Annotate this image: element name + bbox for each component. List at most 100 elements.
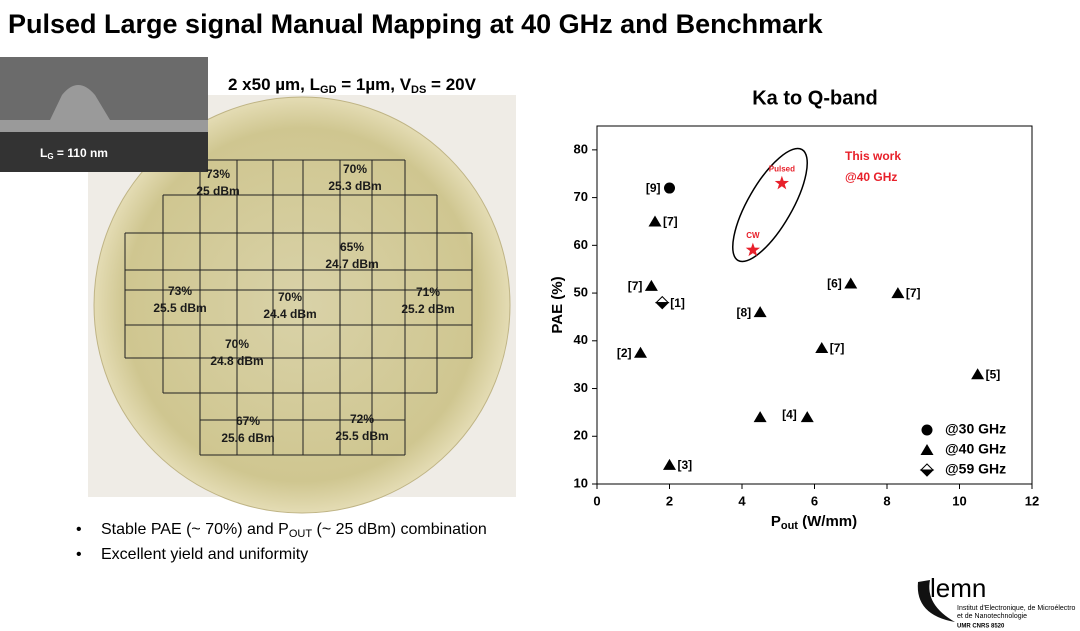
legend-marker [919, 463, 935, 477]
x-tick-label: 8 [883, 493, 890, 508]
wafer-pout: 25.5 dBm [335, 429, 388, 443]
data-point [891, 287, 905, 299]
point-label: [4] [782, 407, 797, 421]
sem-label-part: = 110 nm [54, 146, 108, 160]
sem-label-sub: G [47, 152, 53, 161]
logo-line: et de Nanotechnologie [957, 613, 1027, 620]
sem-label-part: L [40, 146, 47, 160]
logo-swoosh [917, 580, 955, 622]
device-part: = 20V [426, 75, 476, 94]
data-point [648, 215, 662, 227]
x-label-part: P [771, 513, 781, 530]
wafer-pae: 71% [416, 285, 440, 299]
legend-marker [920, 444, 934, 455]
data-point [753, 411, 767, 423]
logo-name: lemn [930, 573, 986, 603]
bullet-part: Excellent yield and uniformity [101, 546, 308, 563]
point-label: [2] [617, 346, 632, 360]
legend-label: @59 GHz [945, 461, 1006, 477]
wafer-pout: 25.2 dBm [401, 302, 454, 316]
data-point [800, 411, 814, 423]
annotation: This work [845, 149, 901, 163]
data-point [634, 346, 647, 358]
point-label: [3] [678, 458, 693, 472]
x-tick-label: 10 [952, 493, 966, 508]
bullet-sub: OUT [289, 528, 313, 540]
y-tick-label: 50 [574, 285, 588, 300]
highlight-label: CW [746, 231, 760, 240]
bullet-part: Stable PAE (~ 70%) and P [101, 521, 289, 538]
data-point [663, 458, 676, 470]
wafer-pae: 72% [350, 412, 374, 426]
highlight-point [774, 175, 790, 190]
wafer-pout: 25.3 dBm [328, 179, 381, 193]
diamond-bottom [919, 469, 935, 477]
data-point [844, 277, 858, 289]
y-tick-label: 30 [574, 380, 588, 395]
data-point [664, 182, 675, 194]
x-label-sub: out [781, 520, 798, 532]
point-label: [1] [670, 296, 685, 310]
point-label: [7] [663, 215, 678, 229]
point-label: [7] [628, 279, 643, 293]
wafer-pout: 25 dBm [196, 184, 239, 198]
slide-title: Pulsed Large signal Manual Mapping at 40… [8, 9, 824, 39]
device-spec: 2 x50 µm, LGD = 1µm, VDS = 20V [228, 75, 477, 95]
wafer-pae: 73% [168, 284, 192, 298]
x-tick-label: 2 [666, 493, 673, 508]
wafer-pout: 24.8 dBm [210, 354, 263, 368]
sem-label: LG = 110 nm [40, 146, 108, 161]
x-label-part: (W/mm) [798, 513, 857, 530]
wafer-pout: 25.5 dBm [153, 301, 206, 315]
data-point [655, 295, 670, 310]
x-tick-label: 6 [811, 493, 818, 508]
data-point [971, 368, 985, 380]
logo-line: Institut d'Electronique, de Microélectro [957, 605, 1076, 612]
wafer-pae: 70% [225, 337, 249, 351]
x-tick-label: 0 [593, 493, 600, 508]
sem-substrate [0, 132, 208, 172]
wafer-pout: 24.7 dBm [325, 257, 378, 271]
logo-line: UMR CNRS 8520 [957, 624, 1005, 630]
point-label: [5] [986, 367, 1001, 381]
x-axis-label: Pout (W/mm) [771, 513, 857, 532]
bullet-part: (~ 25 dBm) combination [312, 521, 487, 538]
device-part: = 1µm, V [337, 75, 412, 94]
legend-label: @40 GHz [945, 441, 1006, 457]
y-tick-label: 10 [574, 475, 588, 490]
bullet-2: • Excellent yield and uniformity [76, 546, 308, 563]
data-point [815, 341, 829, 353]
wafer-pout: 25.6 dBm [221, 431, 274, 445]
highlight-label: Pulsed [769, 164, 795, 173]
diamond-bottom [655, 302, 670, 310]
x-tick-label: 12 [1025, 493, 1039, 508]
highlight-ellipse [732, 147, 808, 263]
bullet-1: • Stable PAE (~ 70%) and POUT (~ 25 dBm) … [76, 521, 487, 540]
wafer-pae: 67% [236, 414, 260, 428]
y-tick-label: 20 [574, 428, 588, 443]
data-point [644, 279, 658, 291]
highlight-point [745, 242, 761, 257]
device-sub: GD [320, 84, 337, 96]
annotation: @40 GHz [845, 170, 897, 184]
wafer-pae: 70% [278, 290, 302, 304]
chart-title: Ka to Q-band [752, 87, 878, 109]
die-grid [124, 159, 473, 456]
diamond-top [919, 463, 935, 471]
wafer [93, 96, 511, 514]
device-part: 2 x50 µm, L [228, 75, 320, 94]
y-tick-label: 60 [574, 237, 588, 252]
y-tick-label: 80 [574, 141, 588, 156]
diamond-top [655, 295, 670, 304]
point-label: [7] [906, 286, 921, 300]
point-label: [8] [736, 305, 751, 319]
data-point [753, 306, 767, 318]
x-tick-label: 4 [738, 493, 746, 508]
y-tick-label: 40 [574, 332, 588, 347]
wafer-pout: 24.4 dBm [263, 307, 316, 321]
wafer-pae: 65% [340, 240, 364, 254]
wafer-pae: 70% [343, 162, 367, 176]
legend-label: @30 GHz [945, 421, 1006, 437]
point-label: [7] [830, 341, 845, 355]
